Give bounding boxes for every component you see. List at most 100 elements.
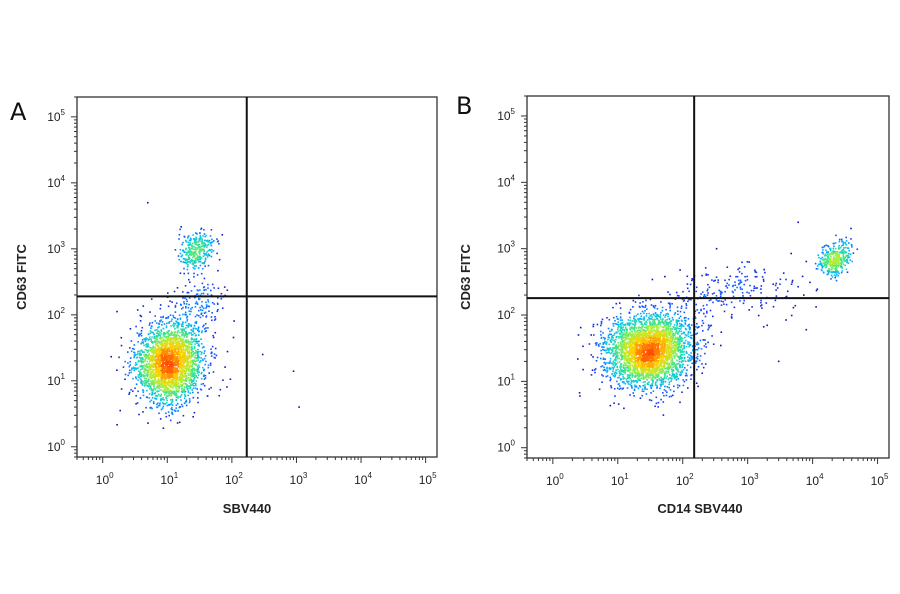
event-dot — [655, 352, 657, 354]
event-dot — [181, 341, 184, 343]
event-dot — [183, 358, 185, 361]
event-dot — [207, 240, 209, 243]
event-dot — [158, 373, 161, 376]
event-dot — [218, 243, 220, 245]
event-dot — [178, 314, 181, 316]
event-dot — [187, 377, 189, 379]
event-dot — [670, 348, 673, 350]
event-dot — [189, 281, 191, 283]
event-dot — [167, 305, 170, 308]
event-dot — [216, 302, 219, 305]
event-dot — [194, 327, 196, 330]
event-dot — [147, 333, 150, 335]
event-dot — [607, 362, 609, 364]
event-dot — [674, 375, 677, 377]
event-dot — [188, 332, 190, 334]
event-dot — [637, 313, 639, 315]
event-dot — [157, 386, 159, 389]
event-dot — [657, 406, 659, 408]
event-dot — [182, 345, 185, 348]
event-dot — [160, 389, 163, 391]
event-dot — [209, 364, 212, 366]
event-dot — [187, 263, 189, 266]
event-dot — [155, 382, 158, 385]
event-dot — [199, 306, 201, 309]
event-dot — [152, 356, 155, 358]
event-dot — [690, 352, 692, 354]
event-dot — [679, 337, 681, 339]
event-dot — [662, 334, 664, 336]
event-dot — [650, 392, 652, 394]
event-dot — [159, 389, 162, 391]
event-dot — [213, 356, 216, 359]
event-dot — [165, 340, 167, 343]
event-dot — [181, 405, 184, 408]
event-dot — [173, 353, 175, 356]
event-dot — [165, 387, 168, 390]
event-dot — [189, 392, 191, 394]
event-dot — [138, 353, 141, 355]
event-dot — [149, 387, 152, 389]
event-dot — [671, 375, 673, 377]
event-dot — [130, 389, 132, 391]
event-dot — [162, 363, 165, 365]
event-dot — [191, 348, 194, 350]
event-dot — [177, 365, 179, 368]
event-dot — [150, 376, 153, 378]
event-dot — [590, 354, 593, 356]
event-dot — [186, 253, 188, 256]
event-dot — [653, 360, 655, 362]
event-dot — [184, 382, 187, 385]
event-dot — [159, 395, 161, 397]
event-dot — [151, 358, 153, 360]
event-dot — [181, 357, 183, 359]
event-dot — [161, 385, 163, 388]
event-dot — [660, 383, 663, 385]
event-dot — [645, 320, 647, 323]
event-dot — [179, 347, 182, 350]
event-dot — [602, 375, 604, 377]
event-dot — [200, 383, 203, 386]
event-dot — [175, 334, 178, 337]
event-dot — [200, 313, 202, 315]
event-dot — [653, 329, 656, 331]
event-dot — [135, 362, 137, 364]
event-dot — [164, 367, 167, 370]
event-dot — [192, 350, 194, 353]
event-dot — [138, 354, 141, 357]
event-dot — [651, 361, 653, 364]
event-dot — [191, 247, 193, 249]
event-dot — [122, 366, 125, 368]
event-dot — [189, 387, 191, 389]
event-dot — [652, 362, 655, 365]
event-dot — [200, 353, 203, 355]
event-dot — [169, 350, 171, 352]
event-dot — [171, 347, 173, 350]
event-dot — [624, 362, 627, 365]
event-dot — [187, 255, 190, 257]
event-dot — [632, 366, 634, 368]
event-dot — [143, 360, 146, 363]
event-dot — [139, 371, 142, 374]
event-dot — [152, 331, 154, 334]
event-dot — [185, 386, 188, 389]
event-dot — [170, 402, 173, 404]
event-dot — [189, 386, 192, 388]
event-dot — [148, 365, 150, 368]
event-dot — [166, 384, 169, 386]
event-dot — [163, 336, 166, 338]
event-dot — [205, 360, 207, 363]
event-dot — [646, 382, 649, 384]
event-dot — [156, 363, 158, 365]
event-dot — [184, 259, 187, 261]
event-dot — [203, 242, 205, 244]
event-dot — [145, 337, 147, 339]
event-dot — [218, 258, 221, 261]
event-dot — [608, 343, 611, 346]
event-dot — [170, 372, 173, 375]
event-dot — [687, 356, 689, 358]
event-dot — [160, 332, 163, 335]
event-dot — [136, 363, 138, 366]
event-dot — [178, 335, 181, 338]
event-dot — [166, 366, 168, 368]
